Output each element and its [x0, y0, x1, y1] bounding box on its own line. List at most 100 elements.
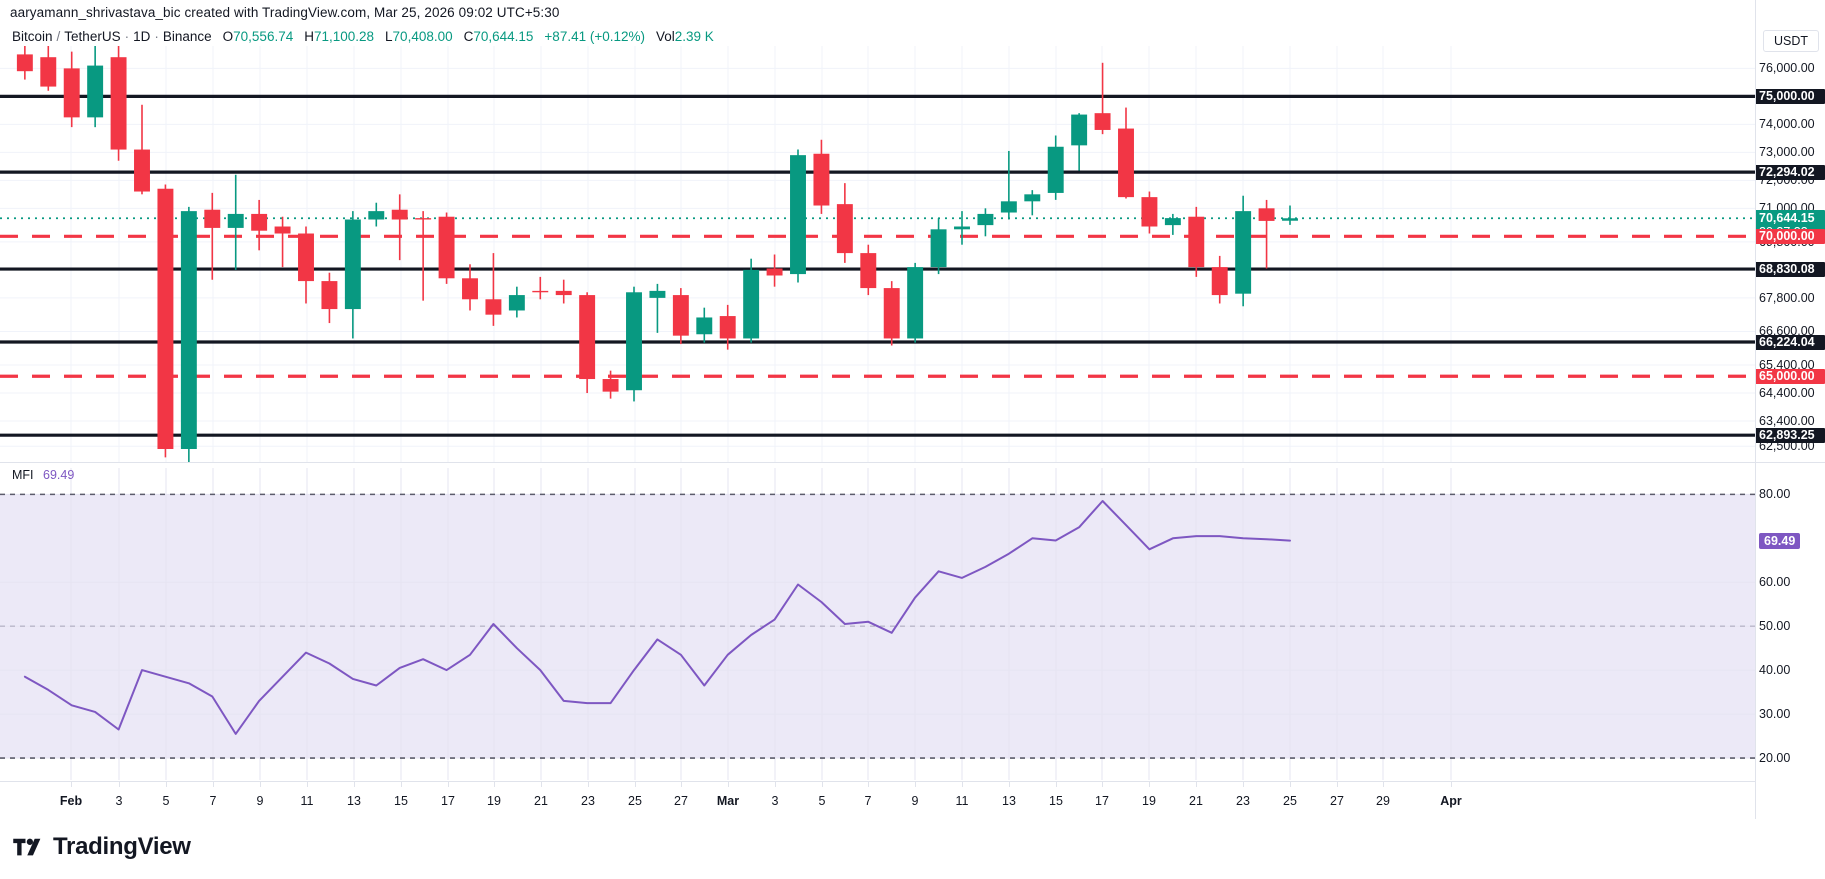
candle[interactable]	[954, 211, 970, 245]
time-axis-tick-mark	[1337, 782, 1338, 787]
candle[interactable]	[1000, 150, 1017, 220]
price-alert-label[interactable]: 70,000.00	[1755, 229, 1825, 245]
candle[interactable]	[743, 258, 760, 343]
candle[interactable]	[1258, 199, 1275, 269]
mfi-legend-label: MFI	[12, 468, 34, 482]
candle[interactable]	[766, 254, 783, 287]
price-axis[interactable]: USDT 76,000.00 74,000.00 73,000.00 72,000.0…	[1755, 0, 1825, 879]
time-axis-tick-mark	[1009, 782, 1010, 787]
candle[interactable]	[1047, 135, 1064, 200]
price-level-label[interactable]: 62,893.25	[1755, 428, 1825, 444]
candle[interactable]	[204, 192, 221, 280]
candle[interactable]	[391, 194, 408, 261]
candle[interactable]	[532, 276, 549, 300]
candle[interactable]	[672, 288, 689, 345]
price-axis-tick: 64,400.00	[1759, 386, 1815, 401]
candle[interactable]	[1118, 107, 1134, 199]
candle[interactable]	[508, 286, 525, 318]
candle[interactable]	[298, 226, 314, 304]
price-level-label[interactable]: 72,294.02	[1755, 165, 1825, 181]
candle[interactable]	[157, 184, 174, 458]
price-level-label[interactable]: 75,000.00	[1755, 89, 1825, 105]
candle-body	[719, 316, 736, 339]
candle[interactable]	[930, 218, 947, 275]
candle-body	[298, 233, 314, 282]
price-alert-label[interactable]: 65,000.00	[1755, 369, 1825, 385]
candle[interactable]	[321, 272, 338, 324]
legend-high-label: H	[304, 29, 314, 44]
candle[interactable]	[790, 149, 806, 283]
candle[interactable]	[719, 304, 736, 350]
candle[interactable]	[1164, 213, 1181, 235]
candle[interactable]	[813, 139, 830, 214]
candle[interactable]	[555, 279, 572, 304]
time-axis-tick-mark	[1451, 782, 1452, 787]
time-axis-tick: 11	[300, 794, 314, 808]
candle[interactable]	[415, 211, 432, 301]
candle[interactable]	[836, 183, 853, 263]
candle[interactable]	[227, 174, 244, 270]
candle-body	[1118, 128, 1134, 198]
candle[interactable]	[626, 286, 642, 402]
candle[interactable]	[579, 292, 596, 394]
candle[interactable]	[87, 46, 104, 128]
candle[interactable]	[1188, 206, 1205, 277]
candle-body	[954, 226, 970, 230]
currency-badge[interactable]: USDT	[1763, 30, 1820, 52]
candle[interactable]	[16, 46, 33, 80]
time-axis-tick-mark	[166, 782, 167, 787]
candle[interactable]	[1071, 113, 1088, 171]
candle[interactable]	[649, 283, 666, 333]
price-level-label[interactable]: 68,830.08	[1755, 262, 1825, 278]
legend-low-label: L	[385, 29, 393, 44]
candle-body	[110, 57, 127, 150]
candle[interactable]	[1024, 190, 1041, 216]
candle[interactable]	[274, 216, 291, 268]
candle[interactable]	[1094, 62, 1111, 135]
candle[interactable]	[110, 46, 127, 161]
candle[interactable]	[883, 281, 900, 346]
candle[interactable]	[462, 264, 478, 311]
candle[interactable]	[485, 253, 502, 326]
tradingview-logo[interactable]: TradingView	[13, 833, 191, 861]
candle[interactable]	[251, 199, 268, 251]
legend-quote-symbol[interactable]: TetherUS	[64, 29, 121, 44]
candle[interactable]	[907, 262, 924, 343]
time-axis-tick-mark	[1196, 782, 1197, 787]
candle[interactable]	[696, 307, 713, 343]
candle-body	[813, 153, 830, 206]
candle-body	[602, 379, 619, 392]
candle-body	[836, 204, 853, 254]
mfi-value-label[interactable]: 69.49	[1755, 532, 1825, 549]
tradingview-wordmark: TradingView	[53, 833, 191, 860]
legend-open: O70,556.74	[223, 29, 294, 44]
mfi-pane[interactable]: MFI 69.49	[0, 468, 1755, 780]
candle[interactable]	[1211, 255, 1228, 304]
legend-interval[interactable]: 1D	[133, 29, 151, 44]
legend-base-symbol[interactable]: Bitcoin	[12, 29, 53, 44]
candle[interactable]	[63, 51, 80, 128]
price-level-label[interactable]: 66,224.04	[1755, 334, 1825, 350]
candle[interactable]	[860, 244, 877, 296]
candle-body	[883, 288, 900, 339]
candle[interactable]	[977, 208, 994, 237]
candle[interactable]	[438, 212, 455, 284]
candle[interactable]	[602, 370, 619, 399]
price-pane[interactable]	[0, 46, 1755, 463]
candle[interactable]	[1235, 195, 1252, 307]
candle[interactable]	[368, 202, 385, 227]
candle[interactable]	[1141, 191, 1158, 234]
mfi-plot	[0, 468, 1755, 780]
time-axis[interactable]: Feb 3 5 7 9 11 13 15 17 19 21 23 25 27 Mar 3 5 7 9 11 13 15 17…	[0, 781, 1755, 819]
candle[interactable]	[180, 206, 197, 463]
candle[interactable]	[134, 104, 150, 195]
legend-exchange[interactable]: Binance	[162, 29, 212, 44]
mfi-axis-tick: 30.00	[1759, 707, 1791, 722]
candle[interactable]	[1282, 205, 1298, 225]
time-axis-tick: 25	[1283, 794, 1297, 808]
candle-body	[672, 295, 689, 336]
candle[interactable]	[344, 211, 361, 339]
legend-separator-2: ·	[154, 29, 159, 44]
mfi-axis-tick: 80.00	[1759, 487, 1791, 502]
candle[interactable]	[40, 46, 57, 91]
